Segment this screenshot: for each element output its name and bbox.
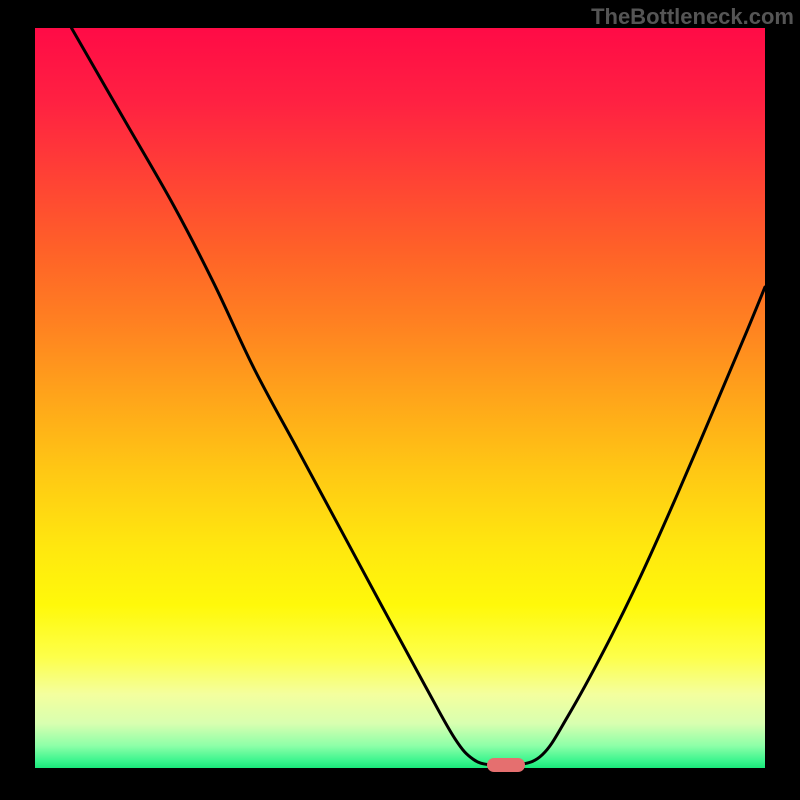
bottleneck-curve bbox=[35, 28, 765, 768]
chart-container: TheBottleneck.com bbox=[0, 0, 800, 800]
optimal-marker bbox=[487, 758, 525, 772]
plot-area bbox=[35, 28, 765, 768]
watermark-text: TheBottleneck.com bbox=[591, 4, 794, 30]
